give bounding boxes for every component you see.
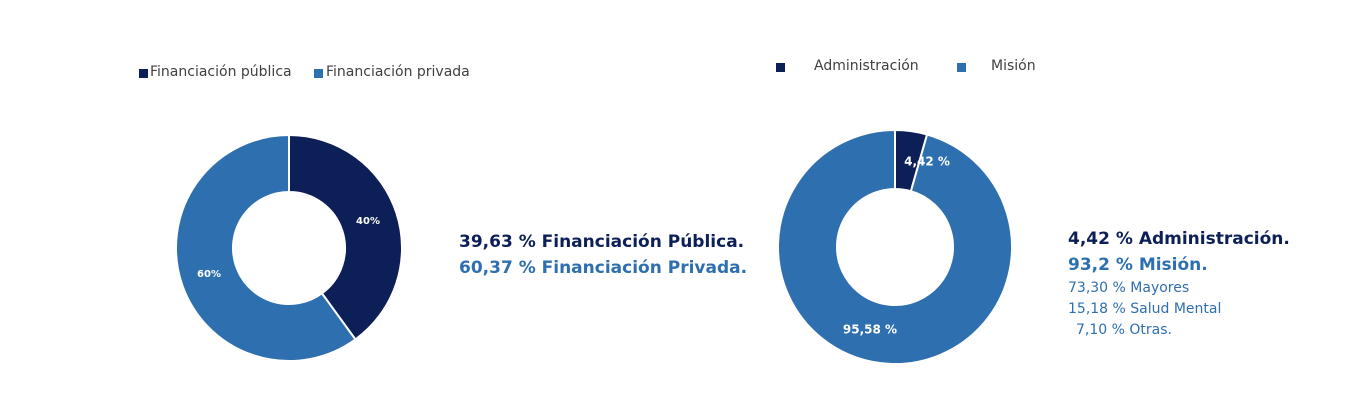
summary-otras: 7,10 % Otras. (1076, 322, 1172, 338)
data-label-1: 95,58 % (843, 323, 897, 337)
summary-financiacion: 39,63 % Financiación Pública. 60,37 % Fi… (459, 229, 747, 281)
legend-swatch-publica (139, 69, 148, 78)
data-label-0: 40% (356, 216, 380, 227)
summary-administracion: 4,42 % Administración. (1068, 229, 1290, 249)
summary-administracion-mision: 4,42 % Administración. 93,2 % Misión. 73… (1068, 226, 1290, 341)
summary-publica: 39,63 % Financiación Pública. (459, 232, 745, 252)
slice-1 (175, 133, 357, 362)
slice-0 (288, 133, 403, 341)
summary-privada: 60,37 % Financiación Privada. (459, 258, 748, 278)
summary-mayores: 73,30 % Mayores (1068, 280, 1190, 296)
legend-label-administracion: Administración (814, 58, 919, 74)
legend-swatch-privada (314, 69, 323, 78)
legend-swatch-administracion (776, 63, 785, 72)
legend-swatch-mision (957, 63, 966, 72)
legend-label-publica: Financiación pública (150, 64, 292, 80)
legend-label-privada: Financiación privada (326, 64, 470, 80)
summary-salud-mental: 15,18 % Salud Mental (1068, 301, 1222, 317)
data-label-0: 4,42 % (904, 155, 950, 169)
summary-mision: 93,2 % Misión. (1068, 255, 1208, 275)
legend-label-mision: Misión (991, 58, 1036, 74)
slice-1 (777, 128, 1013, 365)
data-label-1: 60% (197, 269, 221, 280)
